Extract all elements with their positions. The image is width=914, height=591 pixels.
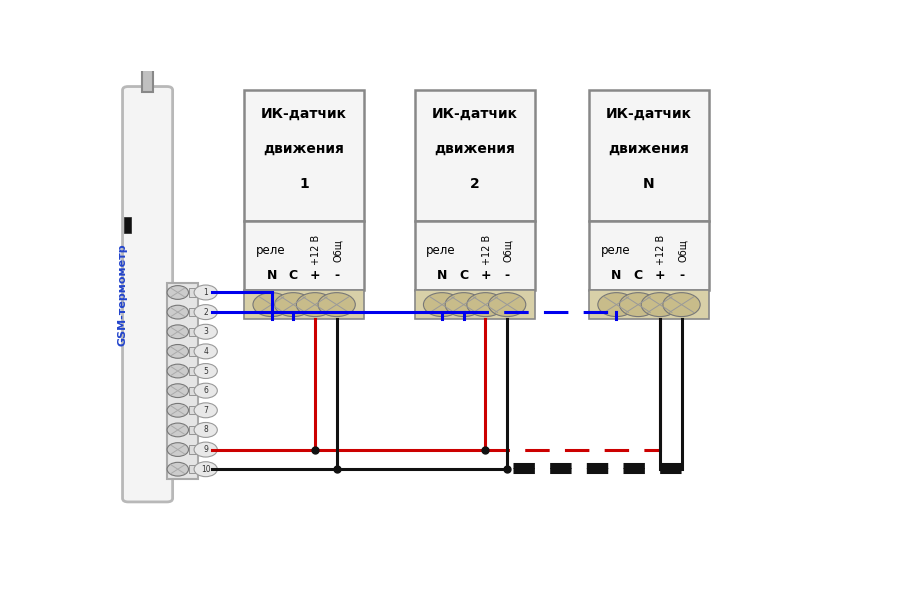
- Text: N: N: [611, 269, 622, 282]
- Bar: [189, 288, 200, 297]
- Circle shape: [167, 443, 188, 456]
- Text: 4: 4: [203, 347, 208, 356]
- Text: 2: 2: [203, 308, 208, 317]
- Bar: [124, 217, 131, 233]
- Text: GSM-термометр: GSM-термометр: [117, 243, 127, 346]
- Circle shape: [194, 285, 218, 300]
- Text: 2: 2: [470, 177, 480, 191]
- Bar: [589, 90, 709, 221]
- Text: ИК-датчик: ИК-датчик: [431, 107, 517, 121]
- Bar: [167, 282, 198, 479]
- Text: +: +: [480, 269, 491, 282]
- Circle shape: [194, 442, 218, 457]
- Bar: [415, 290, 535, 319]
- Text: Общ: Общ: [333, 239, 343, 262]
- Circle shape: [194, 305, 218, 320]
- Text: реле: реле: [426, 243, 456, 256]
- Circle shape: [194, 324, 218, 339]
- Bar: [244, 221, 364, 290]
- Text: 1: 1: [203, 288, 208, 297]
- Text: C: C: [459, 269, 468, 282]
- Bar: [589, 221, 709, 290]
- Text: N: N: [266, 269, 277, 282]
- Text: +12 В: +12 В: [482, 235, 492, 265]
- Bar: [244, 90, 364, 221]
- Text: -: -: [505, 269, 510, 282]
- Text: C: C: [633, 269, 643, 282]
- Text: -: -: [335, 269, 339, 282]
- Text: -: -: [679, 269, 684, 282]
- Bar: [189, 446, 200, 454]
- Text: реле: реле: [600, 243, 630, 256]
- Text: ИК-датчик: ИК-датчик: [606, 107, 692, 121]
- Circle shape: [253, 293, 291, 317]
- Text: +: +: [310, 269, 320, 282]
- Bar: [189, 387, 200, 395]
- Circle shape: [318, 293, 356, 317]
- Bar: [143, 69, 153, 92]
- Circle shape: [194, 462, 218, 477]
- Circle shape: [642, 293, 678, 317]
- Bar: [189, 406, 200, 414]
- Text: C: C: [289, 269, 298, 282]
- Bar: [589, 290, 709, 319]
- Text: N: N: [437, 269, 447, 282]
- Bar: [189, 465, 200, 473]
- Bar: [189, 327, 200, 336]
- Circle shape: [167, 325, 188, 339]
- Circle shape: [274, 293, 312, 317]
- Circle shape: [663, 293, 700, 317]
- Circle shape: [167, 285, 188, 300]
- Circle shape: [445, 293, 483, 317]
- Circle shape: [194, 363, 218, 378]
- Text: 7: 7: [203, 406, 208, 415]
- Text: движения: движения: [609, 142, 689, 156]
- Circle shape: [167, 404, 188, 417]
- Bar: [189, 308, 200, 316]
- Circle shape: [167, 345, 188, 358]
- Circle shape: [296, 293, 334, 317]
- Text: 10: 10: [201, 465, 210, 474]
- Text: движения: движения: [434, 142, 515, 156]
- Circle shape: [194, 423, 218, 437]
- Text: +12 В: +12 В: [656, 235, 666, 265]
- Circle shape: [194, 383, 218, 398]
- Text: +12 В: +12 В: [311, 235, 321, 265]
- Text: движения: движения: [263, 142, 345, 156]
- Circle shape: [598, 293, 635, 317]
- Text: 5: 5: [203, 366, 208, 375]
- Text: ИК-датчик: ИК-датчик: [261, 107, 347, 121]
- Bar: [189, 426, 200, 434]
- Text: Общ: Общ: [677, 239, 687, 262]
- Circle shape: [194, 403, 218, 418]
- Circle shape: [167, 305, 188, 319]
- Text: 6: 6: [203, 386, 208, 395]
- Circle shape: [167, 364, 188, 378]
- Bar: [143, 56, 152, 68]
- FancyBboxPatch shape: [122, 86, 173, 502]
- Circle shape: [489, 293, 526, 317]
- Text: 9: 9: [203, 445, 208, 454]
- Bar: [189, 367, 200, 375]
- Text: 1: 1: [299, 177, 309, 191]
- Text: +: +: [654, 269, 665, 282]
- Bar: [244, 290, 364, 319]
- Circle shape: [167, 462, 188, 476]
- Bar: [415, 221, 535, 290]
- Text: реле: реле: [256, 243, 285, 256]
- Circle shape: [194, 344, 218, 359]
- Circle shape: [167, 384, 188, 398]
- Bar: [189, 348, 200, 356]
- Circle shape: [167, 423, 188, 437]
- Circle shape: [467, 293, 505, 317]
- Text: 3: 3: [203, 327, 208, 336]
- Circle shape: [423, 293, 461, 317]
- Circle shape: [620, 293, 657, 317]
- Text: 8: 8: [203, 426, 208, 434]
- Text: N: N: [643, 177, 654, 191]
- Text: Общ: Общ: [504, 239, 514, 262]
- Bar: [415, 90, 535, 221]
